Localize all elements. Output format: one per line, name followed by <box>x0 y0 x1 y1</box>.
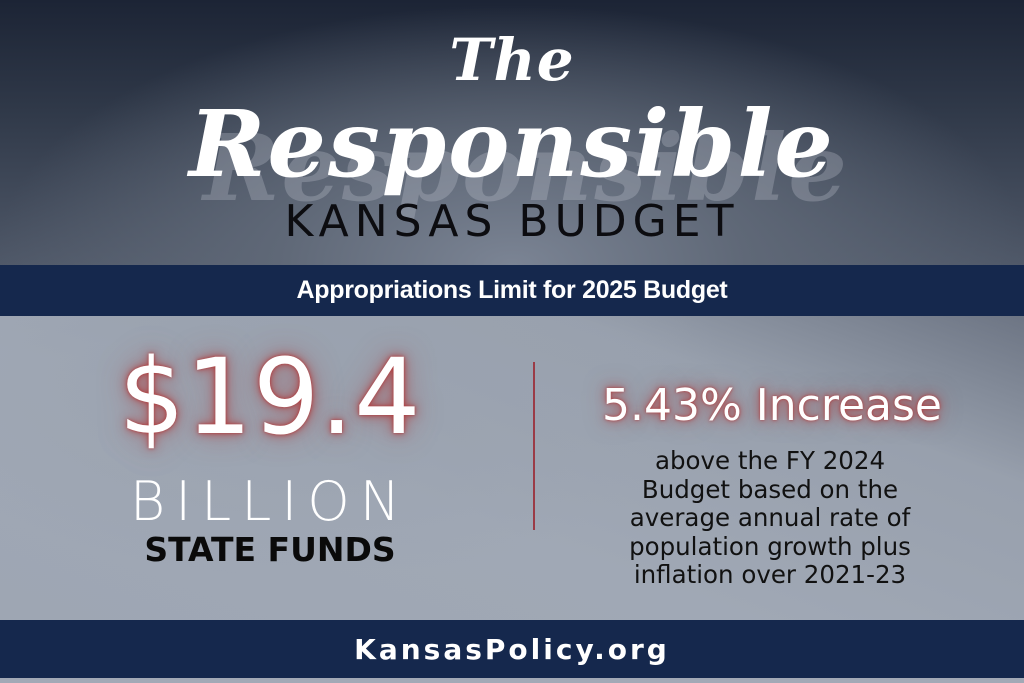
title-the: The <box>449 26 575 94</box>
description-line: Budget based on the <box>641 474 899 504</box>
website-link[interactable]: KansasPolicy.org <box>354 632 670 666</box>
description-line: average annual rate of <box>629 503 911 532</box>
increase-description: above the FY 2024 Budget based on the av… <box>580 446 960 590</box>
amount-value: $19.4 <box>118 336 422 458</box>
amount-unit: BILLION <box>129 470 411 533</box>
banner-label: Appropriations Limit for 2025 Budget <box>296 276 728 304</box>
title-responsible: Responsible <box>189 90 835 198</box>
bottom-strip <box>0 678 1024 683</box>
amount-label: STATE FUNDS <box>144 530 396 569</box>
vertical-divider <box>533 362 535 530</box>
description-line: above the FY 2024 <box>654 446 886 475</box>
appropriations-banner: Appropriations Limit for 2025 Budget <box>0 265 1024 316</box>
description-line: population growth plus <box>629 531 911 561</box>
title-kansas-budget: KANSAS BUDGET <box>284 196 740 247</box>
description-line: inflation over 2021-23 <box>633 560 907 589</box>
footer-banner: KansasPolicy.org <box>0 620 1024 678</box>
increase-value: 5.43% Increase <box>602 380 942 431</box>
header-section: The Responsible Responsible KANSAS BUDGE… <box>0 0 1024 265</box>
title-responsible-shadow: Responsible <box>203 114 849 222</box>
stats-panel <box>0 316 1024 620</box>
